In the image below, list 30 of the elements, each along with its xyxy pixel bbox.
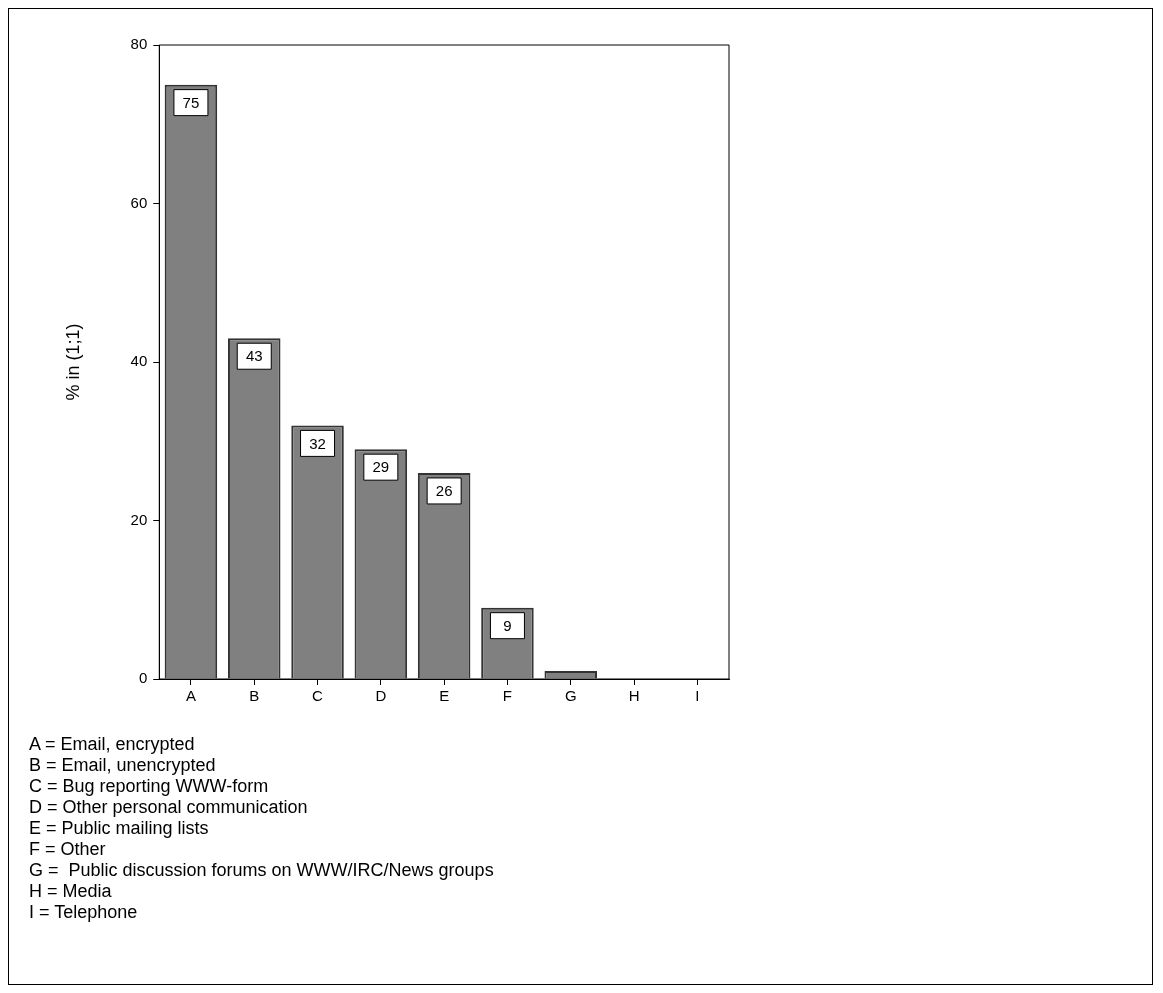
y-tick-label: 0 [138, 669, 148, 687]
y-axis-title: % in (1;1) [62, 323, 83, 401]
text: A = Email, encrypted [29, 734, 196, 755]
data-label: 9 [503, 616, 512, 634]
x-tick-label: C [312, 687, 324, 705]
x-tick-label: F [502, 687, 513, 705]
x-tick-label: A [185, 687, 196, 705]
x-tick-label: E [439, 687, 450, 705]
data-label: 29 [372, 458, 390, 476]
x-tick-label: B [249, 687, 260, 705]
text: C = Bug reporting WWW-form [29, 776, 270, 797]
data-label: 32 [309, 434, 326, 452]
x-tick-label: H [628, 687, 640, 705]
data-label: 26 [435, 482, 453, 500]
x-tick-label: D [375, 687, 387, 705]
x-tick-label: I [695, 687, 700, 705]
text: B = Email, unencrypted [29, 755, 217, 776]
text: F = Other [29, 839, 107, 860]
data-label: 75 [182, 93, 200, 111]
text: H = Media [29, 881, 113, 902]
y-tick-label: 60 [130, 193, 148, 211]
text: I = Telephone [29, 902, 139, 923]
text: D = Other personal communication [29, 797, 309, 818]
data-label: 43 [245, 347, 263, 365]
y-tick-label: 80 [130, 35, 148, 53]
y-tick-label: 40 [130, 352, 148, 370]
y-tick-label: 20 [130, 510, 148, 528]
text: E = Public mailing lists [29, 818, 210, 839]
text: G = Public discussion forums on WWW/IRC/News groups [29, 860, 495, 881]
x-tick-label: G [564, 687, 577, 705]
